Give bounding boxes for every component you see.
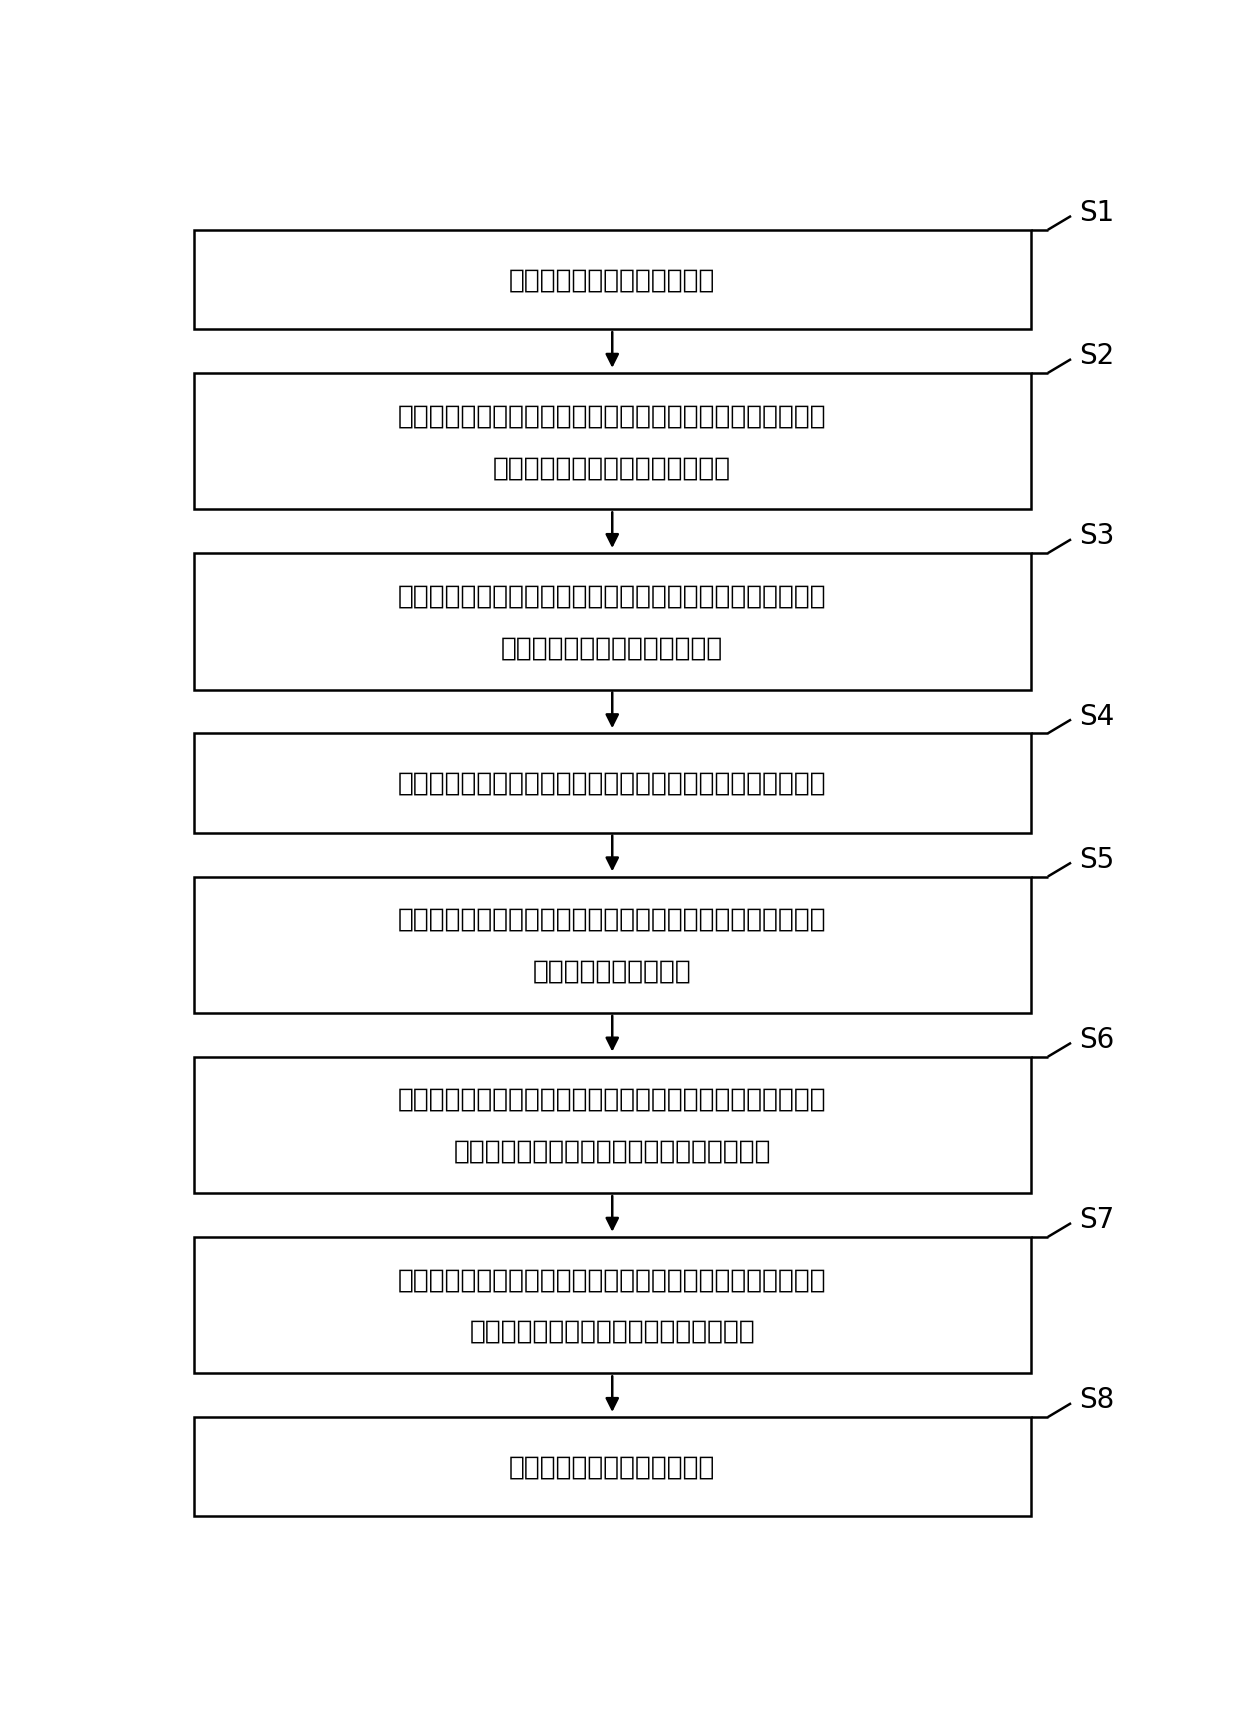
- Text: S4: S4: [1079, 702, 1114, 730]
- Text: 在所述硅衬底表面形成氧化层，并对所述氧化层进行平坦化处: 在所述硅衬底表面形成氧化层，并对所述氧化层进行平坦化处: [398, 403, 827, 429]
- Text: 在硅衬底表面形成源区和漏区: 在硅衬底表面形成源区和漏区: [510, 268, 715, 294]
- Text: 对所述外延层进行回刻处理，使得所述沟道区的外延层与所述: 对所述外延层进行回刻处理，使得所述沟道区的外延层与所述: [398, 907, 827, 932]
- Text: S5: S5: [1079, 846, 1114, 874]
- Text: 理，去除所述沟道区中的氧化层: 理，去除所述沟道区中的氧化层: [501, 635, 723, 661]
- Text: 在所述栅介质层表面形成栅极: 在所述栅介质层表面形成栅极: [510, 1453, 715, 1479]
- Text: 对所述沟道区的外延层两侧的氧化层进行刻蚀处理，以使得所: 对所述沟道区的外延层两侧的氧化层进行刻蚀处理，以使得所: [398, 1086, 827, 1112]
- Bar: [193, 1417, 1030, 1517]
- Bar: [193, 554, 1030, 690]
- Text: 述沟道区的外延层和所述氧化层之间形成间隙: 述沟道区的外延层和所述氧化层之间形成间隙: [454, 1138, 771, 1164]
- Text: 通过对将所述源区和漏区之间的沟道区中的氧化层进行刻蚀处: 通过对将所述源区和漏区之间的沟道区中的氧化层进行刻蚀处: [398, 583, 827, 609]
- Text: S1: S1: [1079, 199, 1114, 227]
- Text: 在所述氧化层表面形成外延层，所述外延层填充到所述沟道区: 在所述氧化层表面形成外延层，所述外延层填充到所述沟道区: [398, 770, 827, 796]
- Text: S2: S2: [1079, 343, 1114, 370]
- Bar: [193, 1057, 1030, 1194]
- Text: S3: S3: [1079, 522, 1115, 550]
- Text: S7: S7: [1079, 1206, 1114, 1233]
- Text: 在所述沟道区的外延层表面形成栅介质层，所述栅介质层覆盖: 在所述沟道区的外延层表面形成栅介质层，所述栅介质层覆盖: [398, 1266, 827, 1292]
- Text: 理，使得所述源区和漏区暴露出来: 理，使得所述源区和漏区暴露出来: [494, 455, 732, 481]
- Text: 源区和漏区的表面平整: 源区和漏区的表面平整: [533, 958, 692, 984]
- Bar: [193, 734, 1030, 834]
- Text: 所述源区和漏区所述沟道区的表面和侧面: 所述源区和漏区所述沟道区的表面和侧面: [470, 1318, 755, 1344]
- Text: S8: S8: [1079, 1386, 1114, 1413]
- Bar: [193, 877, 1030, 1014]
- Bar: [193, 230, 1030, 330]
- Bar: [193, 374, 1030, 510]
- Bar: [193, 1237, 1030, 1374]
- Text: S6: S6: [1079, 1026, 1114, 1054]
